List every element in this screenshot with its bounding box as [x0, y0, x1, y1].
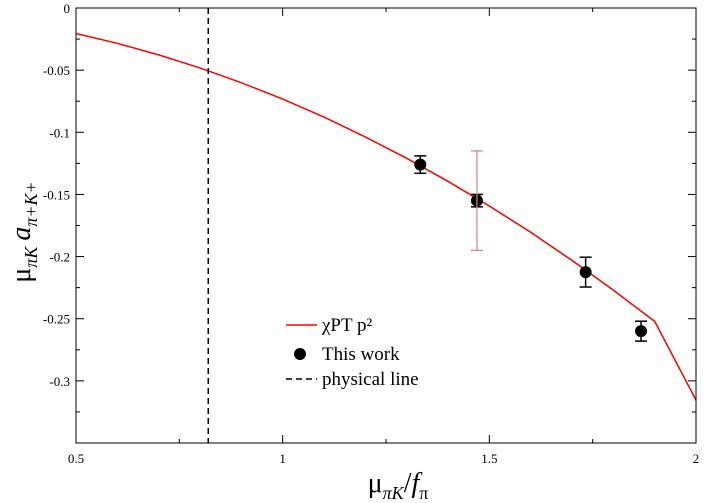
y-tick-label: -0.15	[43, 187, 70, 202]
y-tick-label: -0.3	[49, 374, 70, 389]
legend-entry-chipt: χPT p²	[286, 315, 373, 336]
legend-circle-swatch	[294, 348, 306, 360]
chipt-curve	[75, 32, 697, 401]
y-axis-title: μπKaπ+K+	[6, 181, 41, 282]
legend-entry-this-work: This work	[294, 344, 400, 365]
data-point	[635, 325, 648, 338]
legend: χPT p² This work physical line	[286, 315, 419, 390]
y-tick-label: -0.05	[43, 63, 70, 78]
legend-label-this-work: This work	[322, 344, 400, 365]
y-tick-label: 0	[64, 1, 71, 16]
y-tick-label: -0.25	[43, 312, 70, 327]
x-tick-label: 0.5	[68, 451, 84, 466]
y-tick-label: -0.1	[49, 125, 70, 140]
legend-label-physical-line: physical line	[322, 369, 419, 390]
x-tick-label: 1	[279, 451, 286, 466]
data-point	[579, 266, 592, 279]
y-tick-label: -0.2	[49, 250, 70, 265]
data-point	[414, 158, 427, 171]
x-axis-title: μπK/fπ	[368, 468, 429, 503]
legend-entry-physical-line: physical line	[286, 369, 419, 390]
x-tick-label: 2	[693, 451, 700, 466]
x-tick-label: 1.5	[481, 451, 497, 466]
legend-label-chipt: χPT p²	[321, 315, 373, 336]
